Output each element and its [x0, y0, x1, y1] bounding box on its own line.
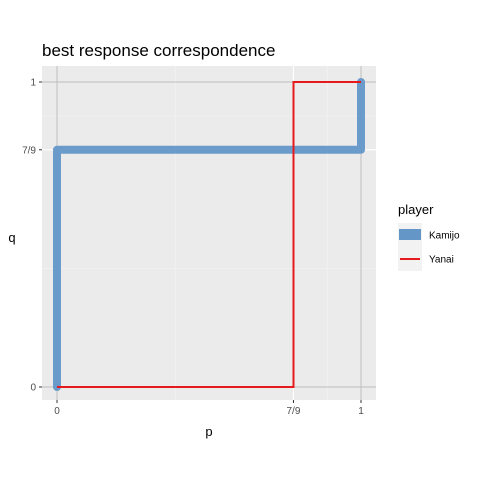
axis-ticks: 0 7/9 1 0 7/9 1	[22, 78, 364, 418]
x-axis-title: p	[205, 424, 212, 439]
series-line-kamijo	[53, 78, 365, 391]
x-tick-label: 1	[358, 406, 364, 417]
legend-label-yanai: Yanai	[429, 255, 454, 266]
x-tick-label: 0	[54, 406, 60, 417]
plot-panel	[42, 66, 376, 400]
series-layer	[53, 78, 365, 391]
series-line-yanai	[57, 81, 361, 388]
legend-key-kamijo	[399, 229, 421, 240]
legend-label-kamijo: Kamijo	[429, 231, 460, 242]
minor-gridlines	[42, 66, 376, 400]
chart-title: best response correspondence	[42, 41, 275, 60]
y-tick-label: 0	[30, 383, 36, 394]
legend-title: player	[398, 202, 434, 217]
x-tick-label: 7/9	[286, 406, 300, 417]
legend-items: Kamijo Yanai	[398, 223, 460, 271]
y-axis-title: q	[8, 230, 15, 245]
y-tick-label: 7/9	[22, 145, 36, 156]
legend: player Kamijo Yanai	[398, 202, 460, 271]
y-tick-label: 1	[30, 78, 36, 89]
